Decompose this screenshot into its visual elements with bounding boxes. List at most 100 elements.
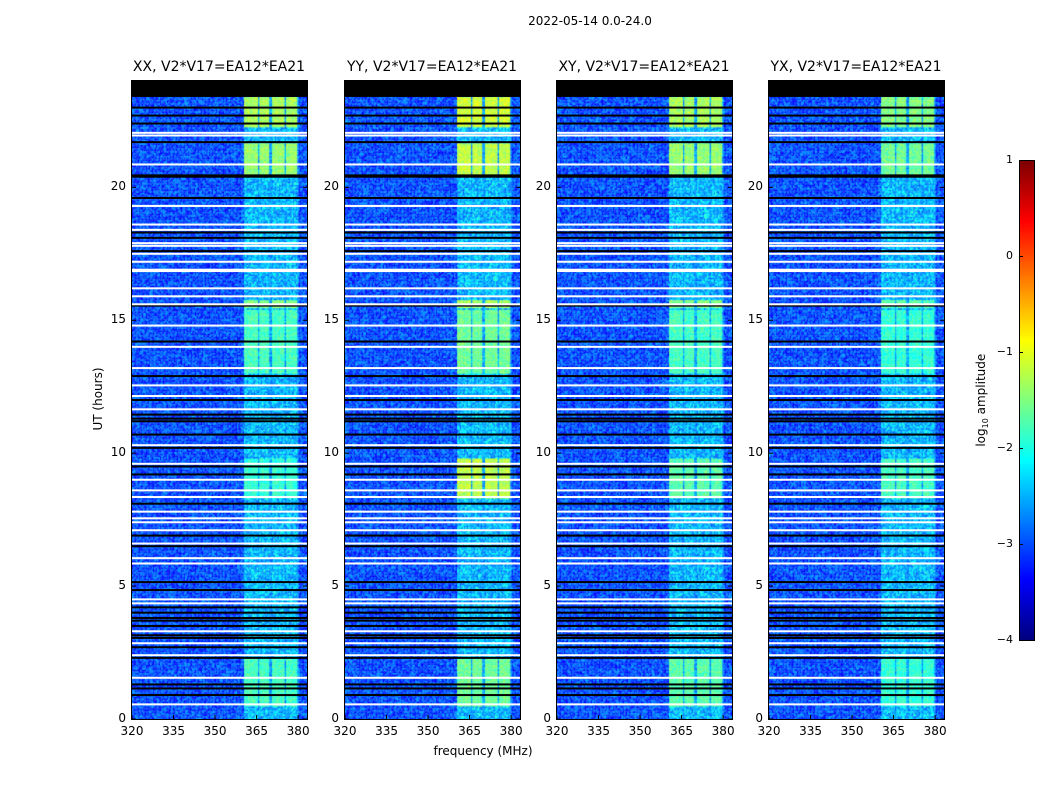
- flagged-blank-row: [557, 131, 732, 134]
- flagged-zero-row: [769, 634, 944, 637]
- flagged-zero-row: [345, 611, 520, 614]
- y-tick-mark: [345, 585, 349, 587]
- flagged-blank-row: [557, 223, 732, 226]
- flagged-zero-row: [769, 106, 944, 109]
- flagged-zero-row: [132, 231, 307, 234]
- flagged-zero-row: [769, 502, 944, 505]
- y-tick-mark: [516, 585, 520, 587]
- flagged-zero-row: [132, 174, 307, 177]
- y-tick-label: 0: [543, 711, 551, 725]
- flagged-blank-row: [132, 602, 307, 605]
- flagged-blank-row: [769, 517, 944, 520]
- flagged-blank-row: [557, 163, 732, 166]
- flagged-blank-row: [345, 542, 520, 545]
- y-tick-mark: [345, 718, 349, 719]
- flagged-blank-row: [557, 517, 732, 520]
- y-tick-mark: [303, 585, 307, 587]
- flagged-zero-row: [345, 413, 520, 416]
- flagged-blank-row: [769, 204, 944, 207]
- y-tick-label: 15: [535, 312, 551, 327]
- flagged-zero-row: [557, 114, 732, 117]
- y-tick-mark: [132, 319, 136, 321]
- y-tick-mark: [728, 585, 732, 587]
- y-tick-mark: [132, 718, 136, 719]
- flagged-zero-row: [345, 399, 520, 401]
- flagged-zero-row: [557, 304, 732, 307]
- flagged-zero-row: [557, 545, 732, 548]
- flagged-zero-row: [345, 122, 520, 125]
- flagged-blank-row: [557, 521, 732, 524]
- flagged-zero-row: [132, 656, 307, 659]
- flagged-blank-row: [557, 654, 732, 657]
- flagged-blank-row: [557, 496, 732, 499]
- flagged-blank-row: [769, 228, 944, 231]
- flagged-blank-row: [132, 345, 307, 348]
- x-tick-label: 335: [587, 724, 610, 738]
- flagged-blank-row: [769, 496, 944, 499]
- y-tick-mark: [557, 186, 561, 188]
- y-axis-label: UT (hours): [91, 367, 105, 431]
- flagged-zero-row: [557, 473, 732, 476]
- flagged-blank-row: [345, 252, 520, 255]
- flagged-zero-row: [345, 106, 520, 109]
- flagged-zero-row: [769, 122, 944, 125]
- panel-title: XX, V2*V17=EA12*EA21: [132, 59, 306, 75]
- y-tick-mark: [557, 319, 561, 321]
- flagged-zero-row: [132, 589, 307, 592]
- flagged-zero-row: [557, 175, 732, 178]
- flagged-blank-row: [132, 244, 307, 247]
- flagged-blank-row: [769, 462, 944, 465]
- flagged-blank-row: [557, 295, 732, 298]
- x-tick-label: 320: [120, 724, 144, 738]
- x-tick-label: 380: [286, 724, 310, 738]
- flagged-blank-row: [769, 223, 944, 226]
- flagged-blank-row: [557, 204, 732, 207]
- flagged-zero-row: [345, 175, 520, 178]
- x-tick-mark: [681, 81, 683, 85]
- x-tick-mark: [173, 715, 175, 719]
- flagged-blank-row: [345, 242, 520, 245]
- flagged-zero-row: [132, 250, 307, 253]
- flagged-zero-row: [557, 683, 732, 686]
- flagged-zero-row: [769, 304, 944, 307]
- y-tick-mark: [132, 452, 136, 454]
- flagged-blank-row: [769, 287, 944, 290]
- x-tick-mark: [386, 715, 388, 719]
- flagged-zero-row: [769, 250, 944, 253]
- flagged-zero-row: [557, 534, 732, 537]
- flagged-zero-row: [557, 502, 732, 505]
- flagged-blank-row: [345, 223, 520, 226]
- flagged-zero-row: [557, 433, 732, 436]
- x-tick-mark: [469, 715, 471, 719]
- flagged-blank-row: [132, 204, 307, 207]
- flagged-blank-row: [132, 324, 307, 327]
- flagged-zero-row: [345, 534, 520, 537]
- flagged-zero-row: [132, 606, 307, 609]
- colorbar-tick-mark: [1019, 160, 1023, 161]
- flagged-zero-row: [345, 656, 520, 659]
- flagged-blank-row: [345, 602, 520, 605]
- y-tick-label: 10: [747, 445, 763, 460]
- flagged-zero-row: [769, 616, 944, 619]
- x-tick-mark: [256, 715, 258, 719]
- flagged-blank-row: [345, 345, 520, 348]
- flagged-zero-row: [132, 646, 307, 649]
- flagged-blank-row: [345, 384, 520, 387]
- flagged-zero-row: [557, 611, 732, 614]
- flagged-blank-row: [557, 676, 732, 679]
- y-tick-mark: [516, 186, 520, 188]
- flagged-zero-row: [345, 646, 520, 649]
- flagged-blank-row: [557, 642, 732, 645]
- flagged-blank-row: [132, 676, 307, 679]
- x-tick-mark: [810, 81, 812, 85]
- x-tick-mark: [722, 81, 724, 85]
- y-tick-mark: [728, 186, 732, 188]
- x-tick-label: 365: [245, 724, 269, 738]
- flagged-blank-row: [557, 542, 732, 545]
- flagged-zero-row: [345, 236, 520, 239]
- flagged-blank-row: [132, 562, 307, 565]
- flagged-blank-row: [769, 303, 944, 306]
- flagged-zero-row: [345, 473, 520, 476]
- y-tick-mark: [516, 319, 520, 321]
- y-tick-mark: [345, 319, 349, 321]
